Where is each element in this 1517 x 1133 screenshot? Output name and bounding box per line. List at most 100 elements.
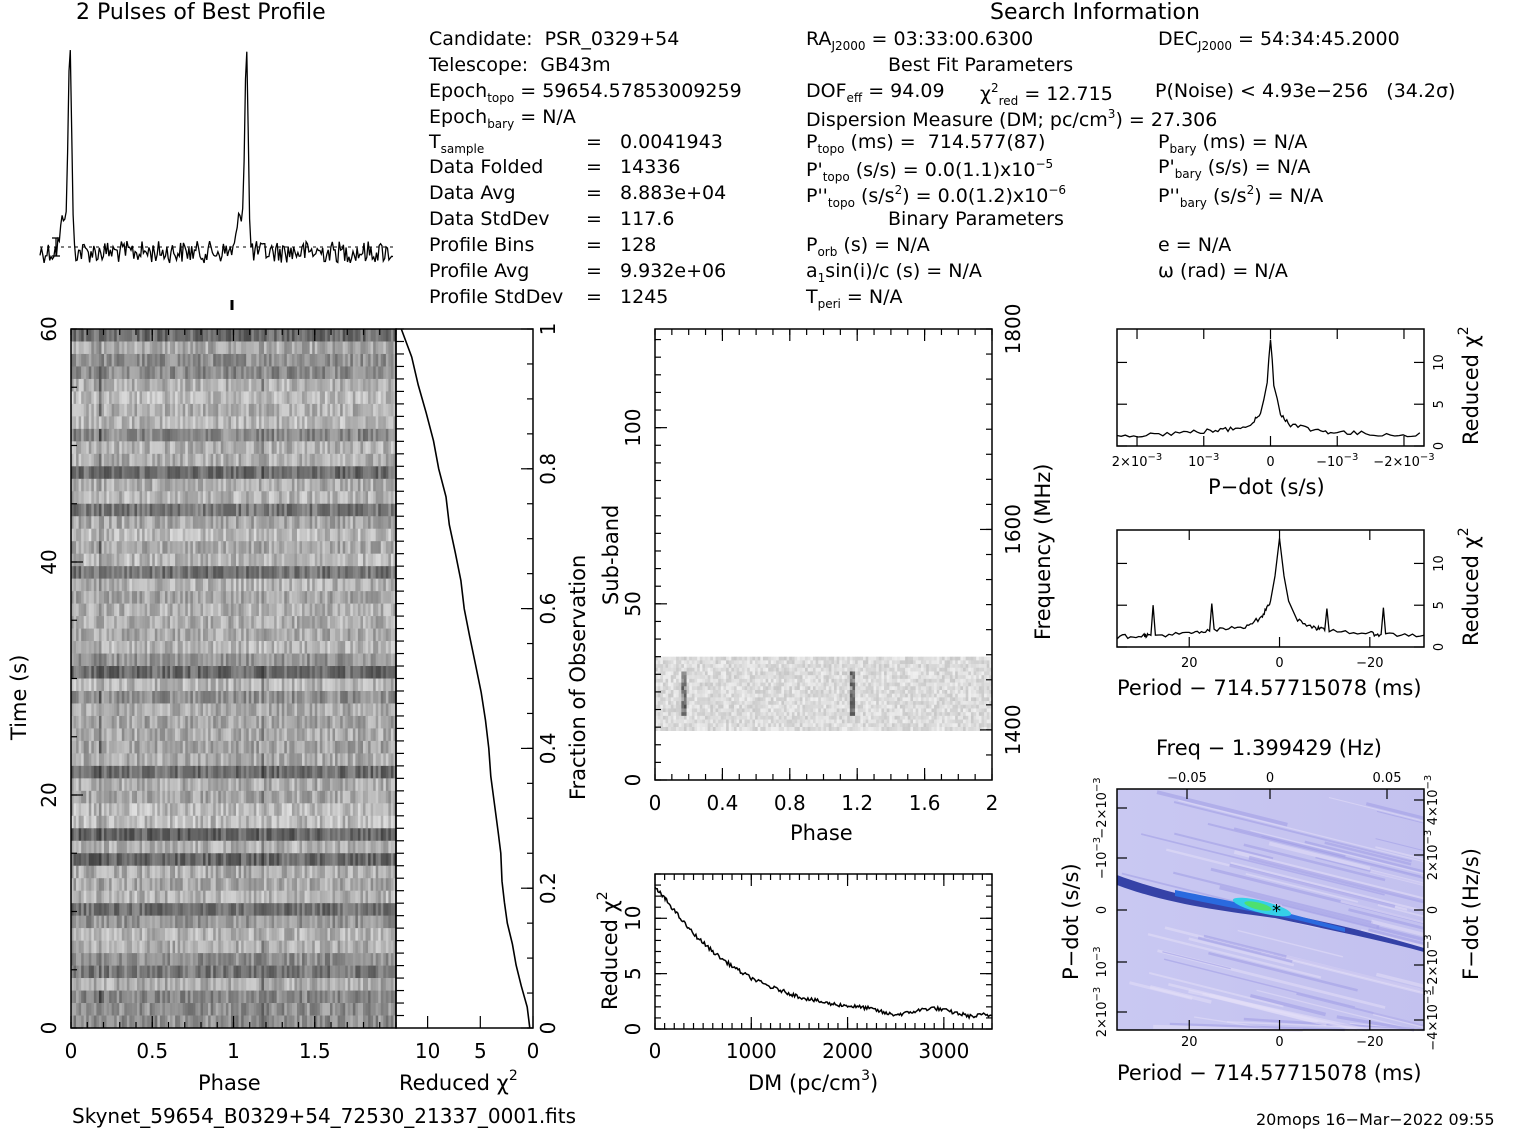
heatmap-cell bbox=[365, 466, 369, 480]
heatmap-cell bbox=[332, 765, 336, 779]
heatmap-cell bbox=[319, 603, 323, 617]
heatmap-cell bbox=[126, 653, 130, 667]
heatmap-cell bbox=[317, 753, 321, 767]
heatmap-cell bbox=[342, 603, 346, 617]
heatmap-cell bbox=[126, 578, 130, 592]
heatmap-cell bbox=[314, 478, 318, 492]
data-stddev-value: = 117.6 bbox=[586, 208, 675, 230]
heatmap-cell bbox=[319, 366, 323, 380]
epoch-topo-line: Epochtopo = 59654.57853009259 bbox=[429, 80, 742, 105]
heatmap-cell bbox=[142, 753, 145, 767]
heatmap-cell bbox=[324, 703, 328, 717]
heatmap-cell bbox=[192, 591, 196, 604]
heatmap-cell bbox=[238, 628, 242, 642]
heatmap-cell bbox=[218, 416, 222, 430]
heatmap-cell bbox=[116, 566, 120, 579]
heatmap-cell bbox=[157, 803, 161, 817]
heatmap-cell bbox=[177, 403, 181, 417]
heatmap-cell bbox=[71, 491, 74, 505]
heatmap-cell bbox=[167, 790, 171, 804]
heatmap-cell bbox=[393, 790, 397, 804]
heatmap-cell bbox=[197, 378, 201, 392]
heatmap-cell bbox=[236, 403, 239, 417]
heatmap-cell bbox=[208, 466, 211, 480]
heatmap-cell bbox=[96, 528, 100, 542]
heatmap-cell bbox=[248, 403, 252, 417]
heatmap-cell bbox=[137, 428, 140, 442]
pddot-topo-line: P''topo (s/s2) = 0.0(1.2)x10−6 bbox=[806, 183, 1067, 210]
heatmap-cell bbox=[284, 715, 288, 729]
heatmap-cell bbox=[131, 690, 135, 704]
heatmap-cell bbox=[342, 728, 346, 742]
heatmap-cell bbox=[210, 778, 214, 792]
heatmap-cell bbox=[101, 453, 105, 467]
heatmap-cell bbox=[104, 628, 107, 642]
heatmap-cell bbox=[131, 366, 135, 380]
heatmap-cell bbox=[159, 591, 163, 604]
heatmap-cell bbox=[373, 728, 376, 742]
heatmap-cell bbox=[73, 740, 77, 754]
heatmap-cell bbox=[248, 616, 252, 629]
heatmap-cell bbox=[200, 703, 204, 717]
heatmap-cell bbox=[342, 778, 346, 792]
heatmap-cell bbox=[124, 803, 128, 817]
heatmap-cell bbox=[342, 616, 346, 629]
heatmap-cell bbox=[289, 653, 293, 667]
heatmap-cell bbox=[373, 366, 376, 380]
heatmap-cell bbox=[362, 778, 366, 792]
heatmap-cell bbox=[271, 503, 275, 517]
heatmap-cell bbox=[144, 403, 148, 417]
heatmap-cell bbox=[279, 478, 283, 492]
heatmap-cell bbox=[317, 366, 321, 380]
heatmap-cell bbox=[329, 378, 333, 392]
heatmap-cell bbox=[157, 653, 161, 667]
heatmap-cell bbox=[152, 803, 156, 817]
heatmap-cell bbox=[78, 466, 82, 480]
heatmap-cell bbox=[192, 416, 196, 430]
heatmap-cell bbox=[101, 428, 105, 442]
heatmap-cell bbox=[390, 341, 394, 355]
heatmap-cell bbox=[388, 516, 392, 530]
heatmap-cell bbox=[200, 541, 204, 554]
heatmap-cell bbox=[368, 753, 371, 767]
heatmap-cell bbox=[106, 790, 110, 804]
heatmap-cell bbox=[180, 478, 184, 492]
heatmap-cell bbox=[329, 329, 333, 342]
heatmap-cell bbox=[355, 516, 359, 530]
heatmap-cell bbox=[342, 491, 346, 505]
heatmap-cell bbox=[289, 378, 293, 392]
heatmap-cell bbox=[393, 703, 397, 717]
heatmap-cell bbox=[243, 466, 247, 480]
heatmap-cell bbox=[350, 491, 354, 505]
heatmap-cell bbox=[142, 541, 145, 554]
heatmap-cell bbox=[258, 778, 262, 792]
heatmap-cell bbox=[327, 403, 331, 417]
heatmap-cell bbox=[256, 428, 260, 442]
heatmap-cell bbox=[203, 715, 206, 729]
heatmap-cell bbox=[119, 803, 123, 817]
heatmap-cell bbox=[233, 516, 237, 530]
heatmap-cell bbox=[210, 678, 214, 692]
heatmap-cell bbox=[78, 765, 82, 779]
heatmap-cell bbox=[213, 441, 217, 455]
heatmap-cell bbox=[345, 616, 349, 629]
heatmap-cell bbox=[337, 715, 341, 729]
heatmap-cell bbox=[304, 366, 308, 380]
heatmap-cell bbox=[236, 578, 239, 592]
heatmap-cell bbox=[294, 678, 298, 692]
heatmap-cell bbox=[154, 478, 158, 492]
heatmap-cell bbox=[142, 703, 145, 717]
heatmap-cell bbox=[340, 541, 343, 554]
heatmap-cell bbox=[312, 566, 316, 579]
heatmap-cell bbox=[236, 503, 239, 517]
heatmap-cell bbox=[378, 341, 382, 355]
heatmap-cell bbox=[368, 378, 371, 392]
heatmap-cell bbox=[253, 678, 257, 692]
heatmap-cell bbox=[253, 491, 257, 505]
heatmap-cell bbox=[98, 478, 102, 492]
heatmap-cell bbox=[205, 678, 209, 692]
heatmap-cell bbox=[269, 790, 272, 804]
heatmap-cell bbox=[233, 466, 237, 480]
heatmap-cell bbox=[269, 653, 272, 667]
heatmap-cell bbox=[352, 690, 356, 704]
